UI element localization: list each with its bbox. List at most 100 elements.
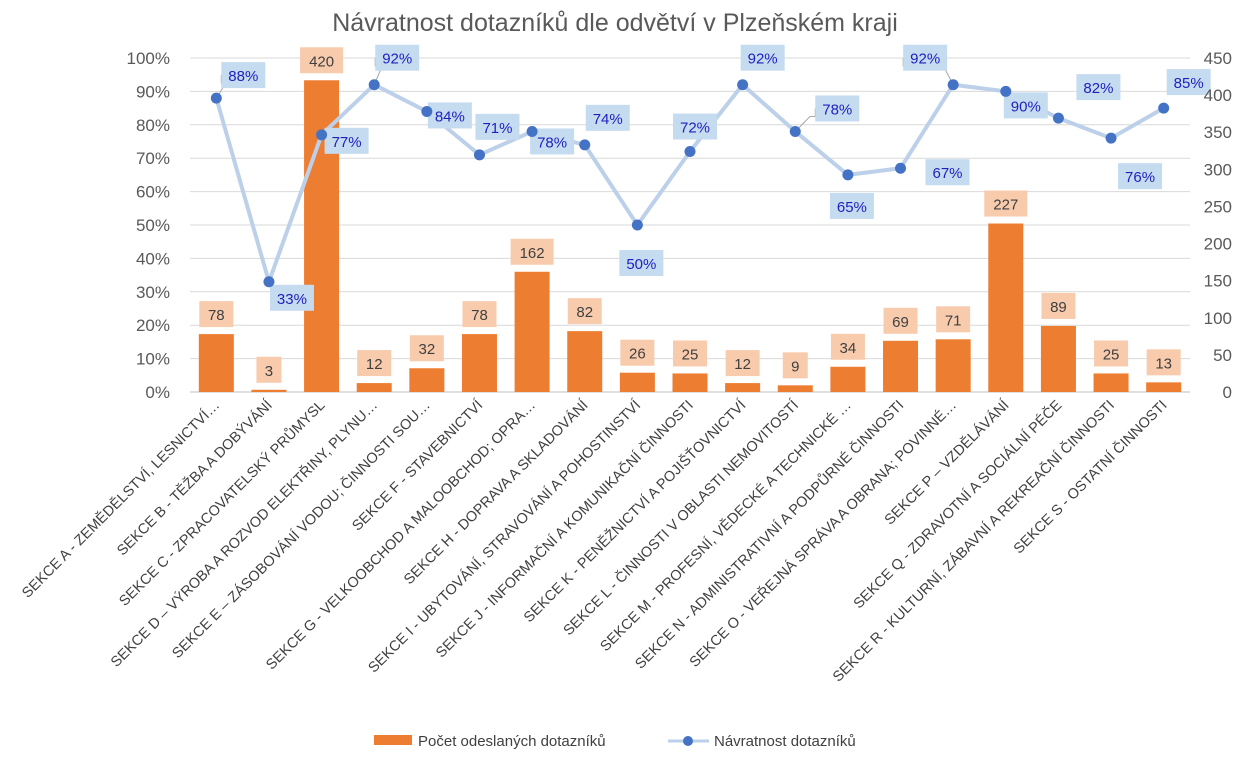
line-label-box: [375, 44, 420, 71]
line-label-box: [815, 95, 860, 122]
line-data-label: 76%: [1125, 169, 1155, 186]
line-marker: [316, 129, 328, 141]
line-data-label: 84%: [435, 108, 465, 125]
line-marker: [737, 79, 749, 91]
bar-label-box: [883, 307, 918, 334]
left-axis-tick-label: 20%: [136, 316, 170, 335]
bar: [567, 331, 603, 392]
line-label-box: [1003, 92, 1048, 119]
category-label: SEKCE M - PROFESNÍ, VĚDECKÉ A TECHNICKÉ …: [597, 397, 855, 655]
right-axis-tick-label: 100: [1204, 309, 1232, 328]
line-label-box: [829, 192, 874, 219]
bar-data-label: 78: [208, 307, 225, 324]
line-label-box: [324, 127, 369, 154]
left-axis-tick-label: 90%: [136, 82, 170, 101]
line-data-label: 67%: [933, 165, 963, 182]
bar-label-box: [199, 301, 234, 328]
bar: [1040, 325, 1076, 392]
line-marker: [421, 105, 433, 117]
line-data-label: 90%: [1011, 98, 1041, 115]
line-label-box: [903, 44, 948, 71]
bar: [304, 80, 340, 393]
legend-line-marker: [683, 736, 693, 746]
left-axis: 0% 10% 20% 30% 40% 50% 60% 70% 80% 90% 100%: [127, 49, 170, 402]
bar-label-box: [984, 190, 1028, 217]
right-axis-tick-label: 0: [1223, 383, 1232, 402]
right-axis: 0 50 100 150 200 250 300 350 400 450: [1204, 49, 1232, 402]
bar-data-label: 227: [993, 197, 1018, 214]
bar: [1093, 373, 1129, 392]
line-data-label: 72%: [680, 120, 710, 137]
line-data-label: 78%: [537, 134, 567, 151]
legend: Počet odeslaných dotazníků Návratnost do…: [374, 733, 856, 750]
bar-data-label: 9: [791, 358, 799, 375]
line-data-label: 92%: [748, 51, 778, 68]
line-marker: [579, 139, 591, 151]
bar-data-label: 89: [1050, 299, 1067, 316]
bar: [777, 385, 813, 392]
bar-label-box: [462, 301, 497, 328]
bar: [1146, 382, 1182, 392]
bar-data-label: 32: [418, 341, 435, 358]
right-axis-tick-label: 200: [1204, 235, 1232, 254]
chart-title: Návratnost dotazníků dle odvětví v Plzeň…: [332, 9, 898, 37]
legend-bar-label: Počet odeslaných dotazníků: [418, 733, 606, 750]
line-marker: [263, 276, 275, 288]
bar-label-box: [567, 298, 602, 325]
bar-data-label: 3: [265, 363, 273, 380]
left-axis-tick-label: 10%: [136, 350, 170, 369]
line-data-label: 78%: [822, 101, 852, 118]
bar-data-label: 12: [734, 356, 751, 373]
legend-bar-swatch: [374, 735, 412, 745]
left-axis-tick-label: 50%: [136, 216, 170, 235]
bar-data-label: 78: [471, 307, 488, 324]
line-label-box: [475, 113, 520, 140]
bar-data-label: 25: [1103, 346, 1120, 363]
bar: [935, 339, 971, 392]
line-marker: [368, 79, 380, 91]
left-axis-tick-label: 40%: [136, 249, 170, 268]
line-label-box: [673, 113, 717, 140]
line-label-box: [427, 102, 472, 129]
category-label: SEKCE J - INFORMAČNÍ A KOMUNIKAČNÍ ČINNO…: [432, 397, 696, 661]
right-axis-tick-label: 150: [1204, 272, 1232, 291]
right-axis-tick-label: 50: [1213, 346, 1232, 365]
category-label: SEKCE H - DOPRAVA A SKLADOVÁNÍ: [400, 397, 591, 588]
bar-label-box: [409, 335, 444, 362]
line-label-box: [585, 104, 630, 131]
line-marker: [895, 162, 907, 174]
bar: [198, 334, 234, 392]
bar-label-box: [1041, 292, 1076, 319]
category-label: SEKCE C - ZPRACOVATELSKÝ PRŮMYSL: [115, 396, 328, 609]
bar-data-label: 71: [945, 312, 962, 329]
left-axis-tick-label: 80%: [136, 116, 170, 135]
bar-data-label: 82: [576, 304, 593, 321]
bar-label-box: [357, 350, 392, 377]
bar-label-box: [620, 339, 655, 366]
category-axis: SEKCE A - ZEMĚDĚLSTVÍ, LESNICTVÍ…SEKCE B…: [19, 396, 1171, 685]
line-data-label: 50%: [626, 256, 656, 273]
line-marker: [473, 149, 485, 161]
line-label-box: [269, 284, 314, 311]
line-marker: [684, 146, 696, 158]
bar: [725, 383, 761, 392]
bar-label-box: [1146, 349, 1181, 376]
line-label-box: [1166, 69, 1211, 96]
bar: [883, 340, 919, 392]
right-axis-tick-label: 350: [1204, 123, 1232, 142]
line-data-label: 74%: [593, 111, 623, 128]
line-data-label: 82%: [1083, 80, 1113, 97]
bar: [461, 334, 497, 392]
bar: [409, 368, 445, 392]
line-label-box: [619, 250, 664, 276]
right-axis-tick-label: 450: [1204, 49, 1232, 68]
bar-data-label: 26: [629, 346, 646, 363]
line-data-label: 85%: [1174, 75, 1204, 92]
bar-label-box: [256, 356, 282, 383]
bar: [672, 373, 708, 392]
left-axis-tick-label: 0%: [145, 383, 170, 402]
bar-label-box: [725, 350, 760, 377]
bar-label-box: [936, 306, 971, 333]
line-data-label: 92%: [382, 51, 412, 68]
category-label: SEKCE A - ZEMĚDĚLSTVÍ, LESNICTVÍ…: [19, 397, 224, 602]
